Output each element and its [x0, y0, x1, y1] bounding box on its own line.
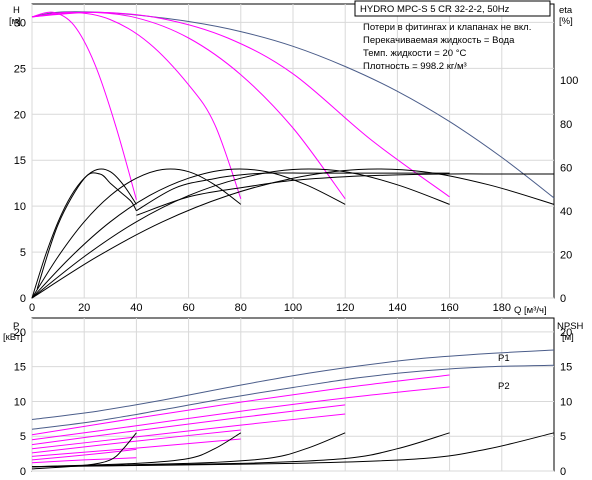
y-tick-label-right: 40: [560, 206, 572, 218]
x-axis-label: Q [м³/ч]: [514, 305, 547, 316]
power-plot-ticks: 0 5 10 15 20 0 5 10 15 20: [14, 327, 573, 478]
y-tick-label-left: 30: [14, 17, 26, 29]
y-axis-label-npsh: NPSH: [557, 321, 584, 332]
info-line-1: Потери в фитингах и клапанах не вкл.: [363, 22, 531, 33]
y-axis-unit-eta: [%]: [559, 16, 573, 27]
y-tick-label-left: 5: [20, 247, 26, 259]
curve-partial: [31, 429, 241, 454]
y-tick-label-right: 60: [560, 162, 572, 174]
curve-partial: [31, 438, 241, 457]
y-tick-label-left: 5: [20, 431, 26, 443]
power-plot-curves: [31, 349, 555, 470]
curve-power: [31, 364, 555, 430]
y-tick-label-right: 20: [560, 327, 572, 339]
y-tick-label-left: 10: [14, 396, 26, 408]
x-tick-label: 20: [78, 302, 90, 314]
x-tick-label: 40: [130, 302, 142, 314]
y-tick-label-left: 15: [14, 362, 26, 374]
y-tick-label-right: 10: [560, 396, 572, 408]
info-line-4: Плотность = 998.2 кг/м³: [363, 61, 467, 72]
curve-partial: [31, 11, 450, 198]
x-tick-label: 180: [493, 302, 511, 314]
series-label-p1: P1: [498, 353, 510, 364]
curve-partial: [31, 374, 450, 436]
y-axis-label-h: H: [13, 5, 20, 16]
y-tick-label-left: 20: [14, 327, 26, 339]
x-tick-label: 100: [284, 302, 302, 314]
curve-partial: [31, 11, 137, 200]
head-plot: 0 20 40 60 80 100 120 140 160 180 0 5 10 15 20 25 30 0 20 4…: [9, 0, 579, 316]
y-tick-label-right: 80: [560, 119, 572, 131]
power-plot: 0 5 10 15 20 0 5 10 15 20 P [кВт] NPSH [м] P1 P2: [3, 317, 584, 478]
info-line-2: Перекачиваемая жидкость = Вода: [363, 35, 515, 46]
curve-partial: [31, 448, 137, 461]
head-plot-grid: [31, 4, 554, 299]
power-plot-grid: [31, 318, 554, 472]
y-axis-unit-p: [кВт]: [3, 332, 23, 343]
y-tick-label-right: 0: [560, 466, 566, 478]
head-plot-curves: [31, 11, 555, 299]
chart-title: HYDRO MPC-S 5 CR 32-2-2, 50Hz: [360, 4, 510, 15]
y-axis-label-p: P: [13, 321, 19, 332]
x-tick-label: 140: [388, 302, 406, 314]
y-axis-unit-h: [м]: [9, 16, 21, 27]
x-tick-label: 0: [29, 302, 35, 314]
head-plot-ticks: 0 20 40 60 80 100 120 140 160 180 0 5 10 15 20 25 30 0 20 4…: [14, 17, 579, 314]
curve-npsh: [31, 432, 242, 468]
x-tick-label: 80: [235, 302, 247, 314]
x-tick-label: 120: [336, 302, 354, 314]
y-tick-label-left: 0: [20, 466, 26, 478]
y-tick-label-left: 20: [14, 109, 26, 121]
curve-partial: [31, 457, 137, 464]
x-tick-label: 60: [182, 302, 194, 314]
info-line-3: Темп. жидкости = 20 °C: [363, 48, 466, 59]
y-tick-label-left: 10: [14, 201, 26, 213]
curve-head-low: [136, 172, 450, 212]
x-tick-label: 160: [440, 302, 458, 314]
y-axis-label-eta: eta: [559, 5, 573, 16]
curve-head-low: [136, 173, 554, 216]
series-label-p2: P2: [498, 381, 510, 392]
curve-partial: [31, 386, 450, 441]
y-tick-label-right: 15: [560, 362, 572, 374]
y-tick-label-left: 25: [14, 63, 26, 75]
curve-power: [31, 349, 555, 420]
y-tick-label-right: 100: [560, 75, 578, 87]
y-tick-label-left: 15: [14, 155, 26, 167]
y-tick-label-left: 0: [20, 293, 26, 305]
curve-eta: [31, 168, 450, 299]
y-tick-label-right: 0: [560, 293, 566, 305]
y-tick-label-right: 20: [560, 249, 572, 261]
curve-head-low: [36, 172, 137, 289]
chart-title-box: [354, 0, 551, 17]
curve-npsh: [31, 432, 555, 468]
curve-eta: [31, 168, 555, 299]
y-axis-unit-npsh: [м]: [562, 332, 574, 343]
curve-partial: [31, 413, 346, 450]
curve-partial: [31, 404, 346, 446]
y-tick-label-right: 5: [560, 431, 566, 443]
